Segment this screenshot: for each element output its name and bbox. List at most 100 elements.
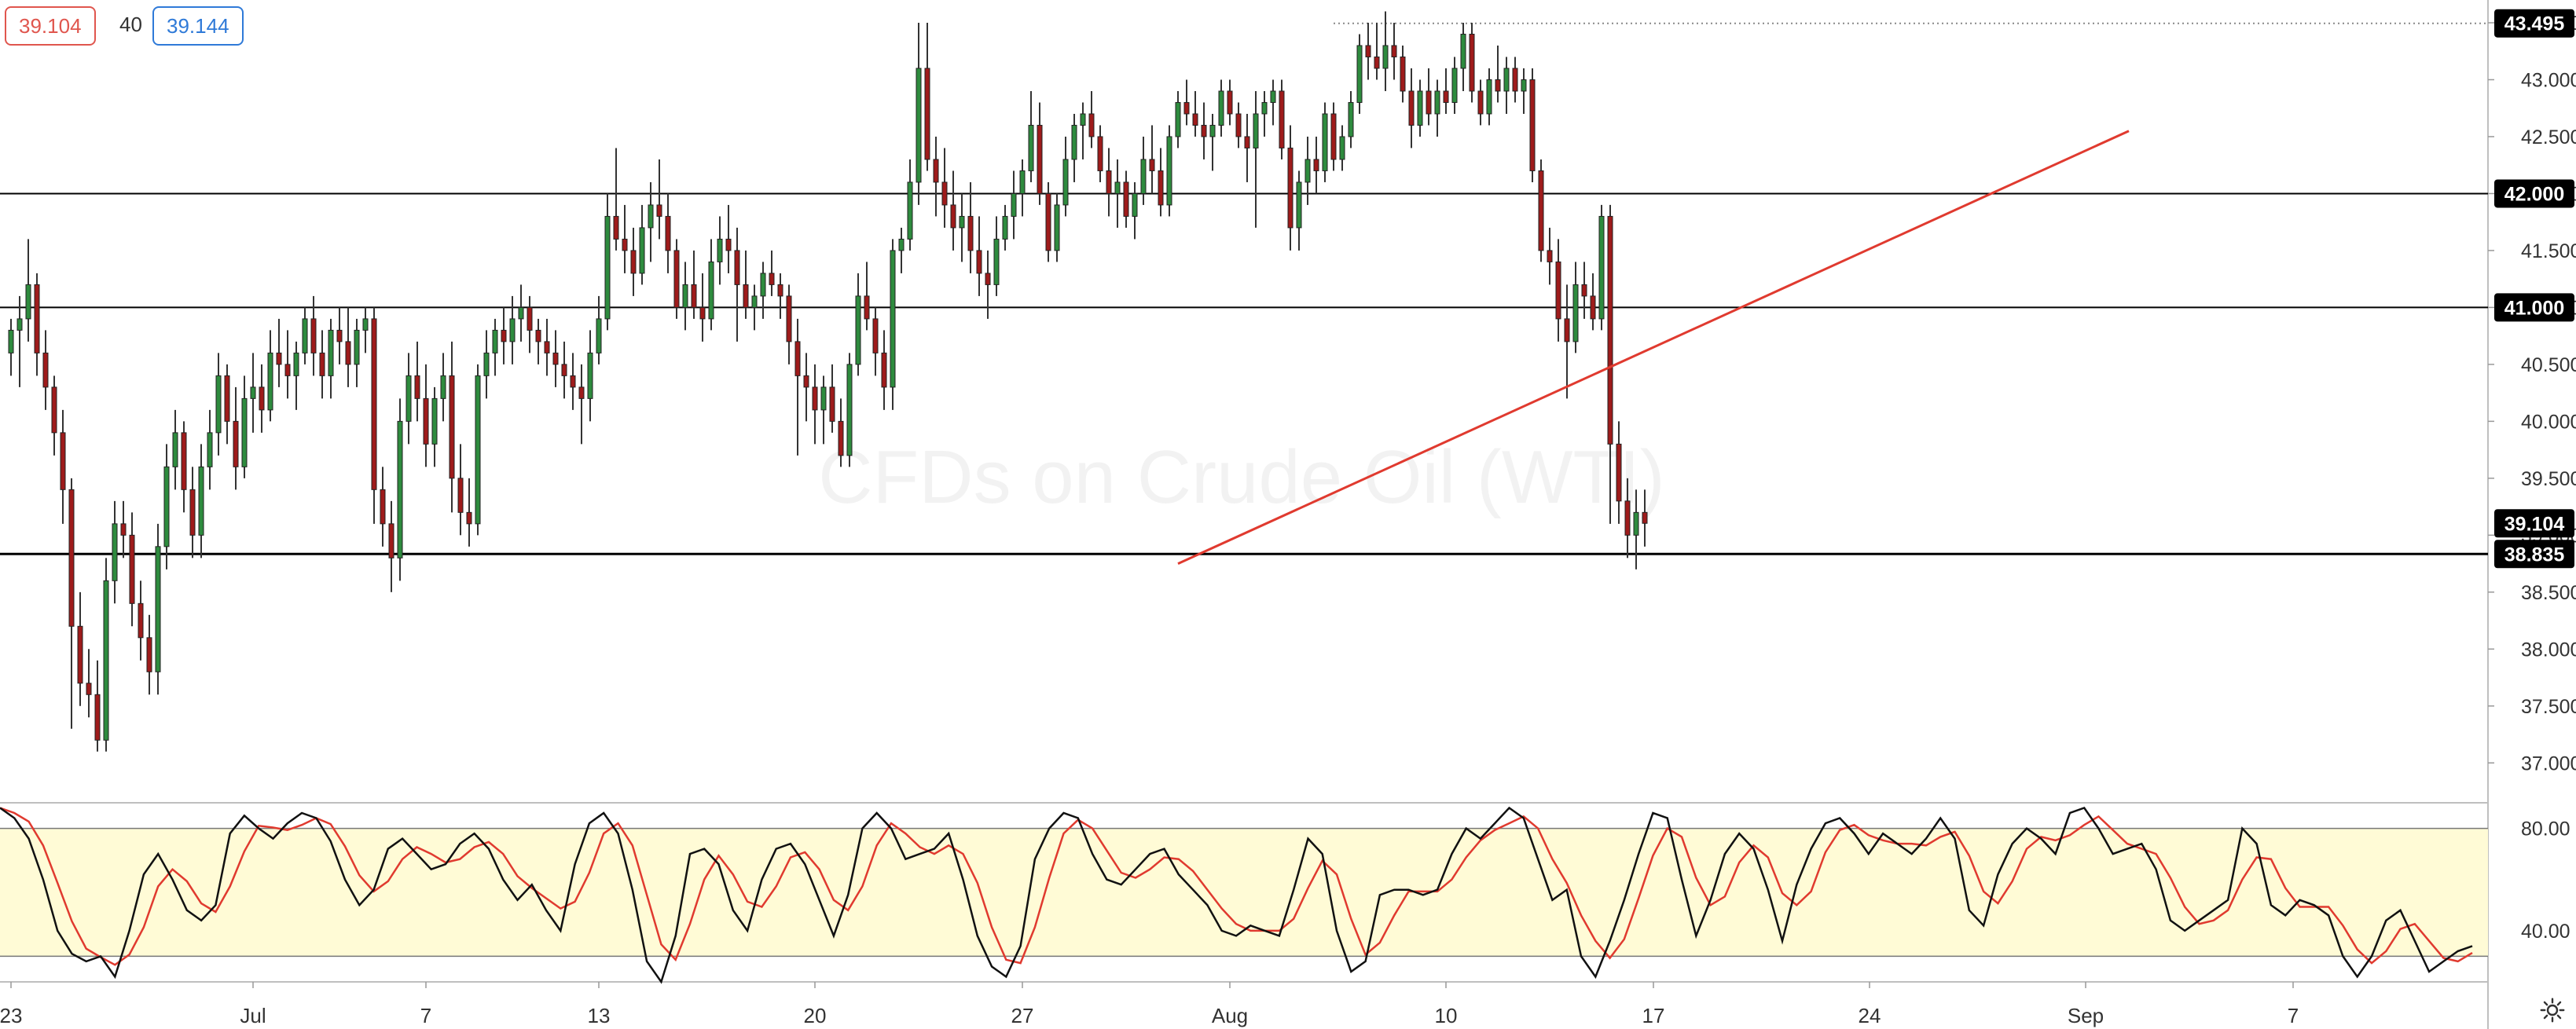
symbol-watermark: CFDs on Crude Oil (WTI) (818, 435, 1664, 519)
candle-body (1443, 90, 1449, 103)
candle-body (1512, 68, 1518, 92)
candle-body (561, 364, 567, 376)
candle-body (1590, 295, 1596, 320)
price-highlight-label: 38.835 (2504, 544, 2565, 566)
candle-body (890, 250, 896, 388)
price-tick-label: 41.500 (2521, 240, 2576, 262)
candle-body (42, 352, 49, 388)
candle-body (1400, 56, 1406, 92)
candle-body (881, 352, 887, 388)
time-tick-label: 7 (2288, 1004, 2299, 1027)
trendline (1177, 130, 2130, 565)
candle-body (1477, 90, 1484, 115)
candle-body (17, 318, 23, 331)
candle-body (414, 375, 420, 399)
candle-body (907, 181, 913, 240)
candle-body (68, 489, 75, 627)
candle-body (181, 432, 187, 490)
candle-body (189, 489, 196, 536)
candle-body (1356, 45, 1363, 103)
candle-body (1365, 45, 1371, 57)
candle-body (1071, 124, 1077, 160)
price-highlight-box (2494, 540, 2574, 569)
candle-body (371, 318, 377, 490)
candle-body (1028, 124, 1034, 171)
candle-body (1279, 90, 1285, 148)
candle-body (172, 432, 178, 467)
candle-body (1572, 284, 1579, 342)
candle-body (233, 420, 239, 467)
stoch-tick-label: 40.00 (2521, 921, 2570, 943)
candle-body (51, 386, 57, 434)
candle-body (120, 523, 127, 536)
candle-body (967, 215, 974, 251)
candle-body (518, 306, 524, 320)
price-tick-label: 39.500 (2521, 468, 2576, 490)
candle-body (1175, 101, 1181, 137)
candle-body (94, 694, 101, 741)
candle-body (336, 329, 343, 342)
price-highlight-box (2494, 179, 2574, 208)
candle-body (751, 295, 758, 308)
candle-body (1426, 90, 1432, 115)
candle-body (405, 375, 412, 422)
ask-price-box[interactable]: 39.144 (152, 6, 244, 46)
candle-body (898, 238, 905, 251)
candle-body (1564, 318, 1570, 342)
candle-body (1114, 181, 1121, 194)
candle-body (985, 273, 991, 285)
price-highlight-label: 42.000 (2504, 183, 2564, 205)
candle-body (345, 341, 351, 365)
candle-body (630, 250, 637, 274)
candle-body (475, 375, 481, 525)
price-axis: 37.00037.50038.00038.50039.00039.50040.0… (2488, 9, 2576, 774)
candle-body (129, 534, 135, 604)
candle-body (656, 204, 662, 217)
candle-body (933, 159, 939, 183)
candle-body (570, 375, 576, 388)
price-tick-label: 37.000 (2521, 753, 2576, 774)
price-tick-label: 40.000 (2521, 411, 2576, 433)
candle-body (138, 602, 144, 639)
candle-body (155, 546, 161, 672)
candle-body (1486, 79, 1492, 115)
candle-body (1209, 124, 1216, 137)
candle-body (769, 273, 775, 285)
candle-body (855, 295, 861, 365)
candle-body (1261, 101, 1268, 115)
candle-body (820, 386, 827, 411)
candle-body (1235, 113, 1242, 137)
candle-body (1538, 170, 1544, 251)
candle-body (1642, 511, 1648, 524)
price-highlight-box (2494, 9, 2574, 38)
candle-body (1062, 159, 1069, 206)
candle-body (1218, 90, 1224, 126)
candle-body (699, 306, 706, 320)
candle-body (388, 523, 394, 558)
price-highlight-label: 39.104 (2504, 513, 2565, 535)
bid-price-box[interactable]: 39.104 (5, 6, 96, 46)
candle-body (423, 397, 429, 445)
time-tick-label: 23 (0, 1004, 22, 1027)
candle-body (803, 375, 809, 388)
candle-body (1183, 101, 1190, 115)
candle-body (1469, 33, 1475, 92)
candle-body (354, 329, 360, 365)
candle-body (648, 204, 654, 229)
candle-body (527, 306, 533, 331)
candle-body (319, 352, 325, 376)
gear-icon[interactable] (2538, 996, 2567, 1024)
candle-body (1607, 215, 1613, 445)
candle-body (950, 204, 956, 229)
candle-body (622, 238, 628, 251)
candle-body (1529, 79, 1536, 171)
candle-body (1330, 113, 1337, 160)
candle-body (916, 68, 922, 183)
candle-body (1166, 136, 1172, 206)
candle-body (509, 318, 516, 342)
level-lines (0, 0, 2489, 1029)
candle-body (976, 250, 982, 274)
candle-body (362, 318, 369, 331)
candle-body (544, 341, 550, 353)
stoch-k-line (0, 806, 2473, 984)
